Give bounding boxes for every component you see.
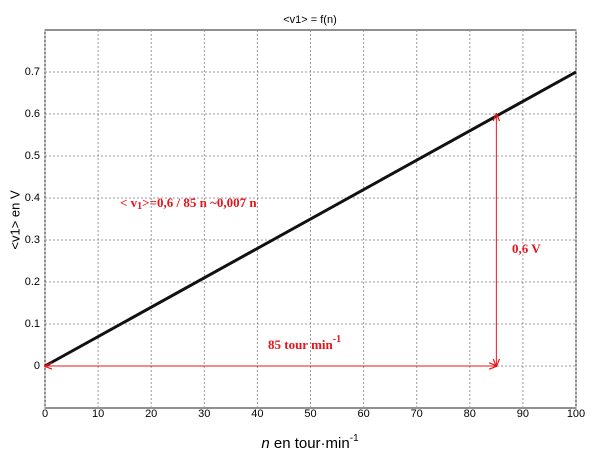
y-tick-label: 0.3 [25,234,40,246]
speed-sup: -1 [333,334,341,345]
x-tick-label: 70 [411,408,423,420]
y-tick-label: 0.5 [25,150,40,162]
y-tick-label: 0.4 [25,192,40,204]
eq-part: < v [120,195,138,210]
y-tick-label: 0.1 [25,318,40,330]
y-axis-label: <v1> en V [7,190,22,250]
x-tick-label: 90 [517,408,529,420]
x-axis-label: n en tour·min-1 [261,433,359,452]
x-tick-label: 20 [145,408,157,420]
y-tick-label: 0.2 [25,276,40,288]
eq-part: >=0,6 / 85 n ~0,007 n [142,195,257,210]
equation: < v1>=0,6 / 85 n ~0,007 n [120,195,257,212]
voltage-label: 0,6 V [512,241,541,256]
annotations: < v1>=0,6 / 85 n ~0,007 n 0,6 V 85 tour … [120,195,541,352]
x-tick-label: 100 [567,408,585,420]
y-tick-label: 0.6 [25,108,40,120]
y-tick-label: 0 [34,360,40,372]
speed-label: 85 tour min-1 [268,334,341,352]
speed-text: 85 tour min [268,337,334,352]
y-tick-label: 0.7 [25,66,40,78]
x-tick-label: 50 [304,408,316,420]
x-axis-sup: -1 [350,433,359,444]
x-tick-label: 60 [357,408,369,420]
x-tick-label: 0 [42,408,48,420]
data-line [44,70,577,368]
chart-title: <v1> = f(n) [283,14,337,26]
x-axis-text: en tour·min [270,435,350,452]
eq-sub: 1 [137,201,142,212]
x-axis-var: n [261,435,269,452]
x-tick-label: 10 [92,408,104,420]
x-tick-label: 80 [464,408,476,420]
x-tick-label: 40 [251,408,263,420]
x-tick-label: 30 [198,408,210,420]
